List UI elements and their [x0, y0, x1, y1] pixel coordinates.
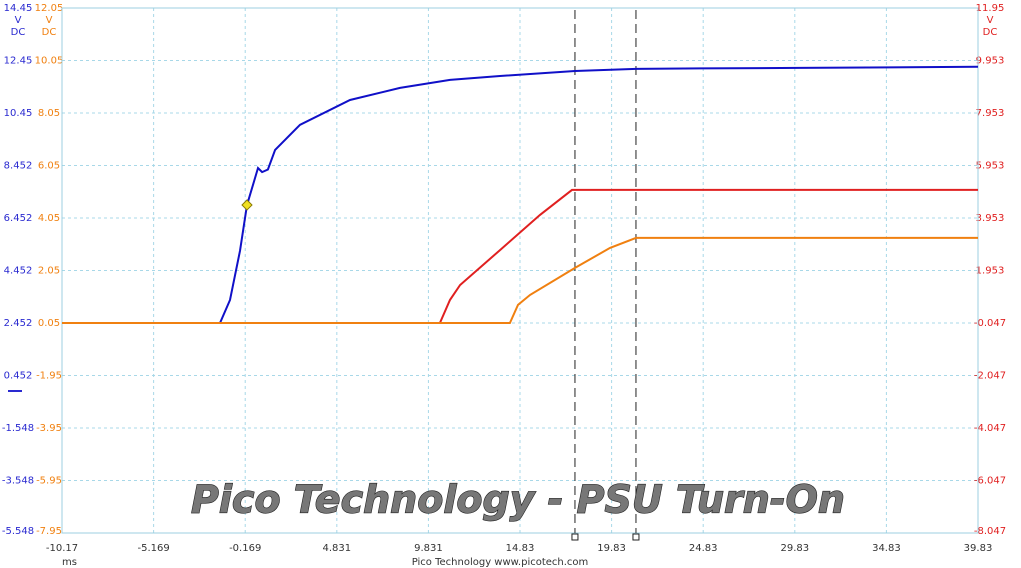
chart-title: Pico Technology - PSU Turn-On	[191, 478, 845, 522]
x-tick-label: -5.169	[137, 543, 169, 554]
y-tick-label: 9.953	[976, 55, 1005, 66]
y-tick-label: 0.05	[38, 318, 60, 329]
y-tick-label: -3.548	[2, 475, 34, 486]
y-tick-label: 5.953	[976, 160, 1005, 171]
x-tick-label: 39.83	[964, 543, 993, 554]
y-tick-label: 14.45	[4, 3, 33, 14]
y-tick-label: -4.047	[974, 423, 1006, 434]
x-tick-label: 14.83	[506, 543, 535, 554]
y-tick-label: 0.452	[4, 370, 33, 381]
y-tick-label: 7.953	[976, 108, 1005, 119]
x-tick-label: 4.831	[322, 543, 351, 554]
x-tick-label: 34.83	[872, 543, 901, 554]
y-tick-label: -1.95	[36, 371, 62, 382]
series-line	[62, 65, 979, 324]
y-tick-label: 12.45	[4, 56, 33, 67]
y-tick-label: -3.95	[36, 423, 62, 434]
y-tick-label: 6.452	[4, 213, 33, 224]
y-tick-label: 3.953	[976, 213, 1005, 224]
y-tick-label: 2.05	[38, 266, 60, 277]
series-line	[62, 188, 978, 324]
cursor-handle	[571, 533, 579, 541]
y-tick-label: -5.95	[36, 476, 62, 487]
y-tick-label: -5.548	[2, 526, 34, 537]
y-tick-label: 12.05	[35, 3, 64, 14]
y-tick-label: 4.452	[4, 265, 33, 276]
y-tick-label: -7.95	[36, 526, 62, 537]
y-tick-label: -2.047	[974, 370, 1006, 381]
y-axis-unit: V	[987, 15, 994, 26]
y-tick-label: 10.05	[35, 56, 64, 67]
cursor-handle	[632, 533, 640, 541]
x-axis-label: ms	[62, 557, 77, 568]
y-tick-label: 4.05	[38, 213, 60, 224]
y-tick-label: 8.05	[38, 108, 60, 119]
x-tick-label: 19.83	[597, 543, 626, 554]
x-tick-label: -0.169	[229, 543, 261, 554]
y-tick-label: -8.047	[974, 526, 1006, 537]
y-axis-unit: DC	[983, 27, 998, 38]
y-tick-label: 8.452	[4, 160, 33, 171]
y-tick-label: 6.05	[38, 161, 60, 172]
y-tick-label: 2.452	[4, 318, 33, 329]
y-axis-unit: DC	[11, 27, 26, 38]
y-tick-label: 10.45	[4, 108, 33, 119]
y-axis-unit: V	[15, 15, 22, 26]
y-tick-label: 1.953	[976, 265, 1005, 276]
y-tick-label: -0.047	[974, 318, 1006, 329]
x-tick-label: 9.831	[414, 543, 443, 554]
y-tick-label: 11.95	[976, 3, 1005, 14]
x-tick-label: 24.83	[689, 543, 718, 554]
trigger-marker	[241, 199, 253, 211]
y-axis-unit: V	[46, 15, 53, 26]
x-tick-label: 29.83	[780, 543, 809, 554]
footer: Pico Technology www.picotech.com	[412, 557, 589, 568]
y-tick-label: -6.047	[974, 475, 1006, 486]
y-tick-label: -1.548	[2, 423, 34, 434]
plot-frame	[61, 7, 979, 534]
y-axis-unit: DC	[42, 27, 57, 38]
x-tick-label: -10.17	[46, 543, 78, 554]
series-line	[62, 236, 978, 324]
